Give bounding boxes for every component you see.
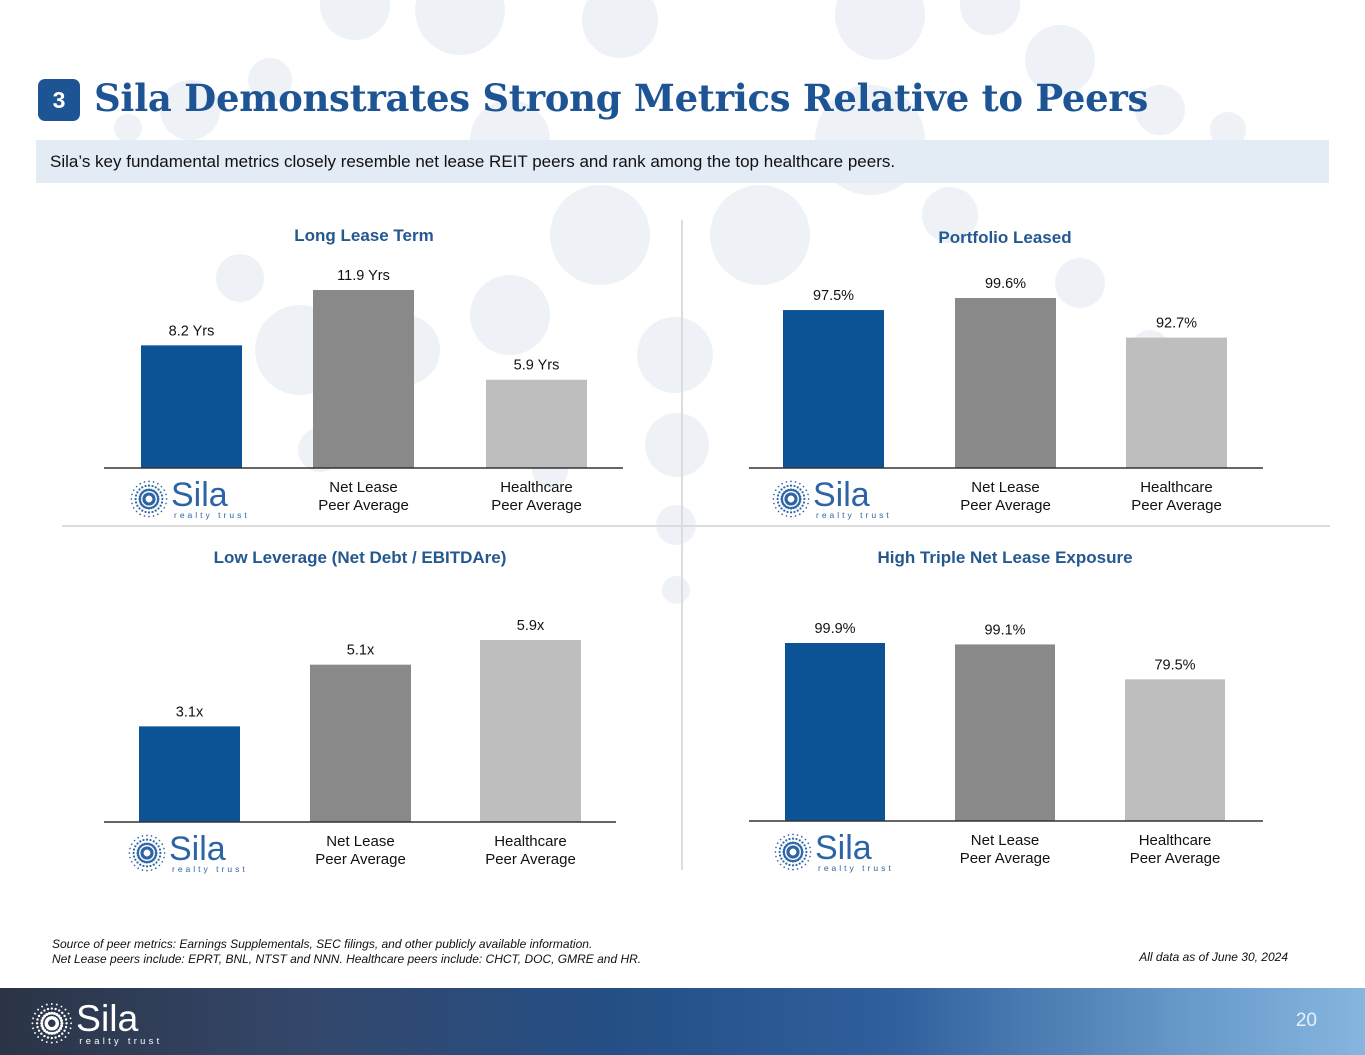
subtitle-text: Sila’s key fundamental metrics closely r… <box>50 151 896 171</box>
logo-wordmark: Sila <box>76 997 139 1039</box>
bar-sila <box>785 643 885 821</box>
page-number: 20 <box>1295 1010 1317 1031</box>
category-label-line1: Net Lease <box>970 832 1040 849</box>
category-label-line1: Net Lease <box>971 479 1040 496</box>
data-label: 97.5% <box>813 288 854 304</box>
bar-net-lease <box>955 644 1055 821</box>
data-label: 92.7% <box>1156 316 1197 332</box>
logo-wordmark: Sila <box>815 829 872 867</box>
sunburst-icon <box>31 1003 73 1044</box>
category-label-line2: Peer Average <box>960 497 1051 514</box>
category-label-line2: Peer Average <box>1131 497 1222 514</box>
category-label-line1: Net Lease <box>326 833 395 850</box>
data-label: 8.2 Yrs <box>169 323 215 339</box>
category-label-line2: Peer Average <box>315 851 406 868</box>
bar-healthcare <box>1126 337 1227 468</box>
category-label: Net Lease Peer Average <box>289 479 439 515</box>
category-label-line1: Healthcare <box>500 479 573 496</box>
category-label-line2: Peer Average <box>1129 850 1221 867</box>
bar-sila <box>783 310 884 468</box>
chart-title: Long Lease Term <box>294 226 434 245</box>
category-label: Healthcare Peer Average <box>1100 832 1250 868</box>
data-label: 11.9 Yrs <box>337 268 390 284</box>
category-label-line1: Healthcare <box>1138 832 1212 849</box>
footer-bar: Sila realty trust 20 <box>0 988 1365 1055</box>
bar-net-lease <box>313 290 414 468</box>
data-label: 79.5% <box>1154 657 1195 673</box>
page-title: Sila Demonstrates Strong Metrics Relativ… <box>94 76 1149 120</box>
category-label: Net Lease Peer Average <box>931 479 1081 515</box>
title-row: 3 Sila Demonstrates Strong Metrics Relat… <box>38 74 1148 122</box>
bar-sila <box>141 345 242 468</box>
logo-tagline: realty trust <box>79 1036 162 1046</box>
logo-tagline: realty trust <box>816 510 892 520</box>
category-label: Healthcare Peer Average <box>462 479 612 515</box>
logo-wordmark: Sila <box>813 476 870 514</box>
sunburst-icon <box>128 834 166 872</box>
bar-healthcare <box>486 379 587 468</box>
category-label-line2: Peer Average <box>318 497 409 514</box>
bar-net-lease <box>955 298 1056 468</box>
source-footnote: Source of peer metrics: Earnings Supplem… <box>52 937 641 967</box>
horizontal-divider <box>62 525 1330 527</box>
category-label: Healthcare Peer Average <box>456 833 606 869</box>
logo-tagline: realty trust <box>174 510 250 520</box>
logo-tagline: realty trust <box>172 864 248 874</box>
source-line-2: Net Lease peers include: EPRT, BNL, NTST… <box>52 952 642 966</box>
category-label-line1: Healthcare <box>494 833 567 850</box>
section-badge: 3 <box>38 79 80 121</box>
logo-wordmark: Sila <box>169 830 226 868</box>
chart-title: High Triple Net Lease Exposure <box>877 548 1133 567</box>
category-label-line2: Peer Average <box>959 850 1051 867</box>
logo-tagline: realty trust <box>818 863 894 873</box>
vertical-divider <box>681 220 683 870</box>
category-label-line2: Peer Average <box>491 497 582 514</box>
data-label: 5.9 Yrs <box>514 358 560 374</box>
data-label: 99.1% <box>984 622 1025 638</box>
category-label-line2: Peer Average <box>485 851 576 868</box>
data-label: 99.6% <box>985 276 1026 292</box>
bar-healthcare <box>1125 679 1225 821</box>
logo-wordmark: Sila <box>171 476 228 514</box>
sunburst-icon <box>130 480 168 518</box>
category-label: Healthcare Peer Average <box>1102 479 1252 515</box>
category-label: Net Lease Peer Average <box>930 832 1080 868</box>
data-label: 5.9x <box>517 618 545 634</box>
category-label: Net Lease Peer Average <box>286 833 436 869</box>
as-of-date: All data as of June 30, 2024 <box>1139 950 1288 964</box>
category-label-line1: Net Lease <box>329 479 398 496</box>
chart-title: Portfolio Leased <box>938 228 1072 247</box>
chart-title: Low Leverage (Net Debt / EBITDAre) <box>213 548 507 567</box>
subtitle-band: Sila’s key fundamental metrics closely r… <box>36 140 1329 183</box>
sunburst-icon <box>772 480 810 518</box>
source-line-1: Source of peer metrics: Earnings Supplem… <box>52 937 593 951</box>
sunburst-icon <box>774 833 812 871</box>
data-label: 3.1x <box>176 704 204 720</box>
bar-healthcare <box>480 640 581 822</box>
data-label: 99.9% <box>814 621 855 637</box>
bar-net-lease <box>310 664 411 822</box>
category-label-line1: Healthcare <box>1140 479 1213 496</box>
bar-sila <box>139 726 240 822</box>
data-label: 5.1x <box>347 643 375 659</box>
